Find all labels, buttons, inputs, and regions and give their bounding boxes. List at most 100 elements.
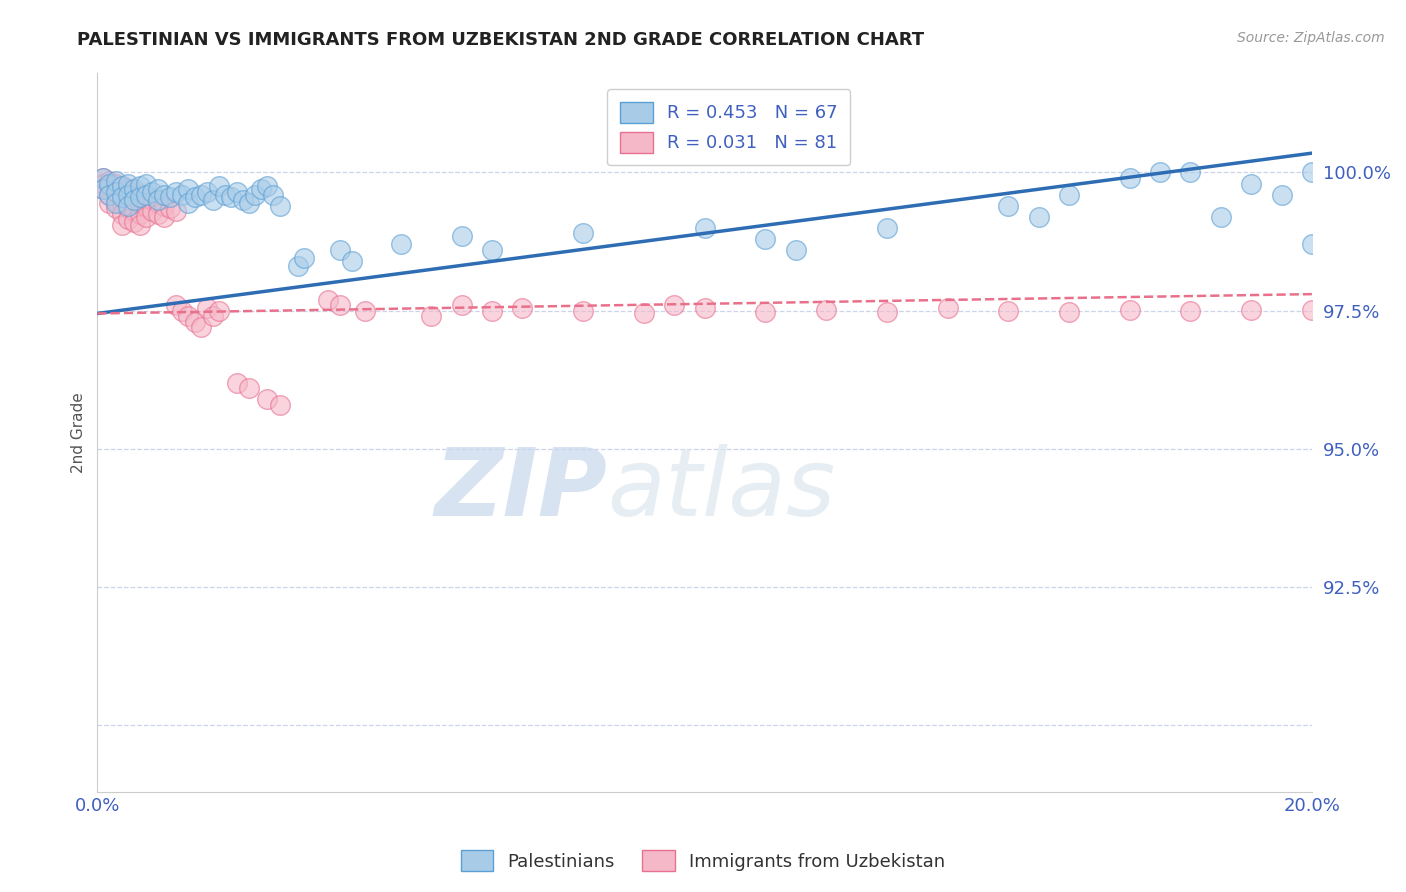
Point (104, 177, 127, 191)
Point (269, 199, 291, 213)
Text: PALESTINIAN VS IMMIGRANTS FROM UZBEKISTAN 2ND GRADE CORRELATION CHART: PALESTINIAN VS IMMIGRANTS FROM UZBEKISTA… (77, 31, 925, 49)
Point (128, 218, 150, 232)
Point (226, 185, 249, 199)
Point (111, 187, 134, 202)
Point (122, 215, 145, 229)
Point (172, 303, 194, 318)
Point (93, 171, 115, 186)
Point (111, 218, 134, 232)
Point (1301, 237, 1323, 252)
Point (262, 187, 284, 202)
Point (1240, 177, 1263, 191)
Point (111, 190, 134, 204)
Point (785, 243, 807, 257)
Point (128, 190, 150, 204)
Point (177, 310, 200, 324)
Point (195, 185, 218, 199)
Point (122, 193, 145, 207)
Point (481, 303, 503, 318)
Point (111, 179, 134, 194)
Point (122, 193, 145, 207)
Point (1270, 187, 1292, 202)
Point (165, 185, 187, 199)
Point (389, 237, 412, 252)
Point (256, 179, 278, 194)
Point (146, 193, 169, 207)
Point (1118, 302, 1140, 317)
Point (1240, 303, 1263, 318)
Point (633, 306, 655, 320)
Point (287, 260, 309, 274)
Point (876, 220, 898, 235)
Point (135, 177, 157, 191)
Point (450, 298, 472, 312)
Point (190, 187, 212, 202)
Text: Source: ZipAtlas.com: Source: ZipAtlas.com (1237, 31, 1385, 45)
Text: atlas: atlas (607, 444, 835, 535)
Point (997, 199, 1019, 213)
Legend: Palestinians, Immigrants from Uzbekistan: Palestinians, Immigrants from Uzbekistan (454, 843, 952, 879)
Point (111, 207, 134, 221)
Point (135, 190, 157, 204)
Point (201, 193, 224, 207)
Point (98, 179, 121, 194)
Point (226, 376, 249, 390)
Point (1301, 165, 1323, 179)
Point (292, 251, 315, 265)
Text: ZIP: ZIP (434, 444, 607, 536)
Point (238, 381, 260, 395)
Point (256, 392, 278, 406)
Point (572, 303, 595, 318)
Point (146, 182, 169, 196)
Point (572, 227, 595, 241)
Point (219, 190, 242, 204)
Point (122, 204, 145, 219)
Point (117, 187, 139, 202)
Point (98, 177, 121, 191)
Point (172, 187, 194, 202)
Point (104, 185, 127, 199)
Point (1057, 305, 1080, 319)
Point (141, 204, 163, 219)
Point (117, 177, 139, 191)
Point (146, 207, 169, 221)
Point (128, 207, 150, 221)
Point (153, 187, 176, 202)
Point (754, 305, 776, 319)
Point (128, 195, 150, 210)
Point (1180, 165, 1202, 179)
Point (141, 185, 163, 199)
Point (153, 210, 176, 224)
Point (238, 195, 260, 210)
Point (876, 305, 898, 319)
Point (183, 190, 205, 204)
Point (316, 293, 339, 307)
Point (93, 182, 115, 196)
Point (104, 195, 127, 210)
Point (98, 187, 121, 202)
Point (329, 298, 352, 312)
Point (693, 220, 716, 235)
Point (214, 187, 236, 202)
Point (104, 202, 127, 216)
Point (450, 229, 472, 244)
Point (1118, 171, 1140, 186)
Point (111, 179, 134, 194)
Point (117, 199, 139, 213)
Point (177, 195, 200, 210)
Point (342, 254, 364, 268)
Point (232, 193, 254, 207)
Point (329, 243, 352, 257)
Point (208, 303, 231, 318)
Point (165, 298, 187, 312)
Point (104, 193, 127, 207)
Point (1028, 210, 1050, 224)
Point (997, 303, 1019, 318)
Point (153, 199, 176, 213)
Point (815, 302, 838, 317)
Point (93, 171, 115, 186)
Point (128, 179, 150, 194)
Point (141, 193, 163, 207)
Point (1180, 304, 1202, 318)
Point (353, 303, 375, 318)
